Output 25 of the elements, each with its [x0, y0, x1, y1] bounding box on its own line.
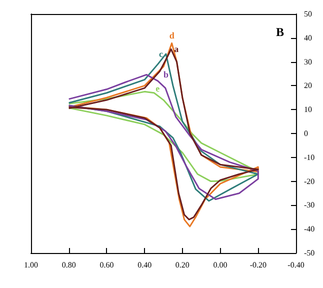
x-tick-label: -0.20	[250, 260, 266, 270]
y-tick-label: 10	[304, 105, 312, 114]
y-tick-label: 20	[304, 81, 312, 90]
series-label: e	[156, 84, 160, 94]
series-label: b	[163, 70, 168, 80]
x-tick-label: 0.00	[213, 260, 228, 270]
x-tick-label: 0.80	[62, 260, 76, 270]
x-tick-label: 1.00	[24, 260, 38, 270]
series-label: c	[158, 48, 163, 59]
series-label: d	[169, 30, 174, 41]
x-tick-label: 0.60	[100, 260, 114, 270]
y-tick-label: -40	[304, 224, 315, 234]
x-tick-label: -0.40	[288, 260, 304, 270]
y-tick-label: -20	[304, 176, 315, 186]
x-tick-label: 0.40	[138, 260, 152, 270]
y-tick-label: -10	[304, 152, 315, 162]
annotation: B	[276, 25, 284, 39]
x-tick-label: 0.20	[175, 260, 190, 270]
y-tick-label: 40	[304, 33, 312, 42]
series-label: a	[174, 44, 180, 54]
y-tick-label: -30	[304, 200, 315, 210]
y-tick-label: 50	[304, 10, 312, 18]
y-tick-label: 30	[304, 57, 312, 66]
y-tick-label: -50	[304, 248, 315, 258]
y-tick-label: 0	[304, 129, 308, 138]
